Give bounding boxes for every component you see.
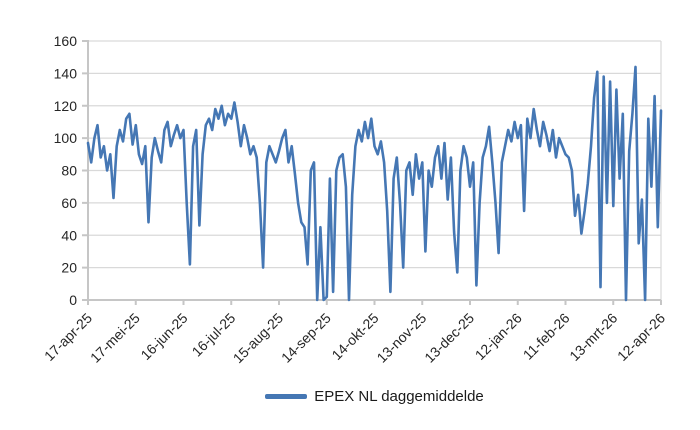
x-tick-label-11: 13-mrt-26 bbox=[566, 310, 620, 364]
x-tick-label-8: 13-dec-25 bbox=[421, 310, 477, 366]
y-tick-label-120: 120 bbox=[54, 98, 78, 114]
y-tick-label-160: 160 bbox=[54, 33, 78, 49]
y-tick-label-140: 140 bbox=[54, 65, 78, 81]
series-line-0 bbox=[86, 65, 663, 302]
x-tick-label-10: 11-feb-26 bbox=[520, 310, 573, 363]
y-tick-label-40: 40 bbox=[61, 227, 77, 243]
legend: EPEX NL daggemiddelde bbox=[88, 388, 661, 405]
y-tick-label-0: 0 bbox=[69, 292, 77, 308]
y-tick-label-60: 60 bbox=[61, 195, 77, 211]
x-tick-label-7: 13-nov-25 bbox=[373, 310, 429, 366]
y-tick-label-80: 80 bbox=[61, 163, 77, 179]
x-tick-label-5: 14-sep-25 bbox=[278, 310, 334, 366]
x-tick-label-3: 16-jul-25 bbox=[189, 310, 239, 360]
x-tick-label-4: 15-aug-25 bbox=[230, 310, 287, 367]
y-tick-label-100: 100 bbox=[54, 130, 78, 146]
x-tick-label-12: 12-apr-26 bbox=[614, 310, 668, 364]
x-tick-label-2: 16-jun-25 bbox=[137, 310, 190, 363]
legend-line-swatch bbox=[265, 394, 308, 399]
x-tick-label-1: 17-mei-25 bbox=[87, 310, 143, 366]
y-tick-label-20: 20 bbox=[61, 260, 77, 276]
legend-label: EPEX NL daggemiddelde bbox=[314, 388, 484, 405]
x-tick-label-9: 12-jan-26 bbox=[472, 310, 525, 363]
